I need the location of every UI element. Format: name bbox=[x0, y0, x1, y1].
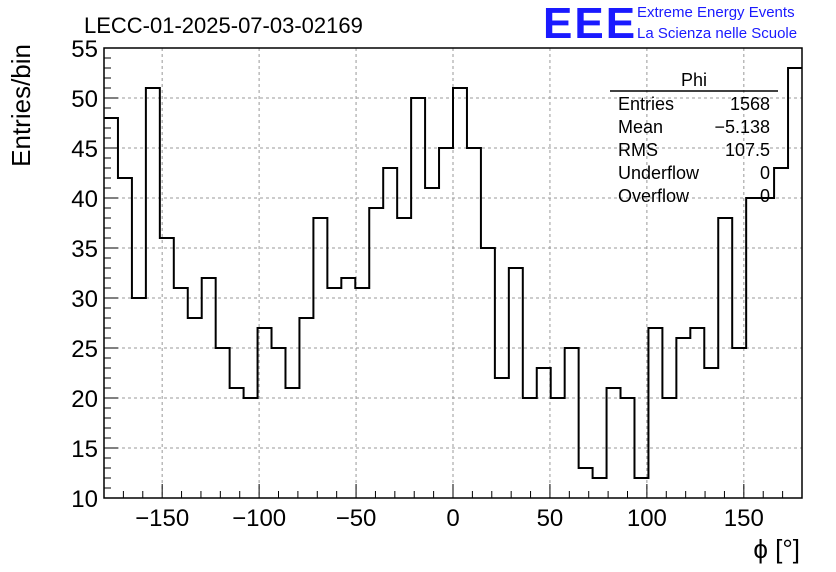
stats-label: Entries bbox=[618, 94, 674, 114]
histogram-bin bbox=[481, 248, 495, 498]
chart-title: LECC-01-2025-07-03-02169 bbox=[84, 13, 363, 38]
histogram-bin bbox=[174, 288, 188, 498]
histogram-bin bbox=[285, 388, 299, 498]
stats-box: Phi Entries 1568 Mean −5.138 RMS 107.5 Underfl… bbox=[610, 70, 778, 206]
histogram-bin bbox=[467, 148, 481, 498]
histogram-bin bbox=[118, 178, 132, 498]
histogram-bin bbox=[788, 68, 802, 498]
stats-value: 0 bbox=[760, 163, 770, 183]
histogram-outline bbox=[104, 67, 802, 479]
histogram-bin bbox=[634, 478, 648, 498]
y-tick-label: 20 bbox=[71, 386, 98, 413]
histogram-bin bbox=[648, 328, 662, 498]
histogram-bin bbox=[565, 348, 579, 498]
histogram-bin bbox=[230, 388, 244, 498]
eee-title: Extreme Energy Events bbox=[637, 4, 795, 21]
y-tick-label: 30 bbox=[71, 286, 98, 313]
histogram-bin bbox=[593, 478, 607, 498]
histogram-bin bbox=[258, 328, 272, 498]
x-tick-label: −50 bbox=[336, 505, 377, 532]
y-tick-labels: 10 15 20 25 30 35 40 45 50 55 bbox=[71, 36, 98, 513]
histogram-bin bbox=[313, 218, 327, 498]
stats-value: 107.5 bbox=[725, 140, 770, 160]
histogram-bin bbox=[272, 348, 286, 498]
histogram-bin bbox=[397, 218, 411, 498]
histogram-bin bbox=[607, 388, 621, 498]
y-tick-label: 50 bbox=[71, 86, 98, 113]
histogram-bin bbox=[509, 268, 523, 498]
histogram-bin bbox=[355, 288, 369, 498]
x-tick-label: 150 bbox=[724, 505, 764, 532]
x-axis-label: ϕ [°] bbox=[753, 534, 800, 564]
stats-value: 1568 bbox=[730, 94, 770, 114]
stats-label: Overflow bbox=[618, 186, 690, 206]
y-tick-label: 15 bbox=[71, 436, 98, 463]
eee-logo: EEE bbox=[543, 0, 638, 48]
histogram-bin bbox=[718, 218, 732, 498]
stats-label: Underflow bbox=[618, 163, 700, 183]
y-tick-label: 10 bbox=[71, 486, 98, 513]
stats-label: Mean bbox=[618, 117, 663, 137]
histogram-bins bbox=[104, 67, 802, 498]
x-tick-label: −150 bbox=[135, 505, 189, 532]
histogram-bin bbox=[216, 348, 230, 498]
y-tick-label: 45 bbox=[71, 136, 98, 163]
y-tick-label: 25 bbox=[71, 336, 98, 363]
histogram-bin bbox=[453, 88, 467, 498]
x-tick-label: 100 bbox=[627, 505, 667, 532]
histogram-bin bbox=[579, 468, 593, 498]
histogram-bin bbox=[369, 208, 383, 498]
x-tick-labels: −150 −100 −50 0 50 100 150 bbox=[135, 505, 764, 532]
x-tick-label: 0 bbox=[446, 505, 459, 532]
stats-value: 0 bbox=[760, 186, 770, 206]
histogram-bin bbox=[676, 338, 690, 498]
y-tick-label: 40 bbox=[71, 186, 98, 213]
y-tick-label: 55 bbox=[71, 36, 98, 63]
histogram-bin bbox=[495, 378, 509, 498]
histogram-bin bbox=[383, 168, 397, 498]
eee-subtitle: La Scienza nelle Scuole bbox=[637, 25, 798, 42]
histogram-bin bbox=[537, 368, 551, 498]
histogram-bin bbox=[690, 328, 704, 498]
histogram-bin bbox=[425, 188, 439, 498]
histogram-bin bbox=[341, 278, 355, 498]
x-tick-label: −100 bbox=[232, 505, 286, 532]
histogram-bin bbox=[146, 88, 160, 498]
y-tick-label: 35 bbox=[71, 236, 98, 263]
stats-box-name: Phi bbox=[681, 70, 707, 90]
histogram-bin bbox=[439, 148, 453, 498]
histogram-bin bbox=[202, 278, 216, 498]
histogram-bin bbox=[299, 318, 313, 498]
y-axis-label: Entries/bin bbox=[6, 44, 36, 167]
plot-frame bbox=[103, 47, 803, 499]
histogram-bin bbox=[704, 368, 718, 498]
histogram-bin bbox=[327, 288, 341, 498]
stats-label: RMS bbox=[618, 140, 658, 160]
stats-value: −5.138 bbox=[714, 117, 770, 137]
x-tick-label: 50 bbox=[537, 505, 564, 532]
histogram-bin bbox=[188, 318, 202, 498]
